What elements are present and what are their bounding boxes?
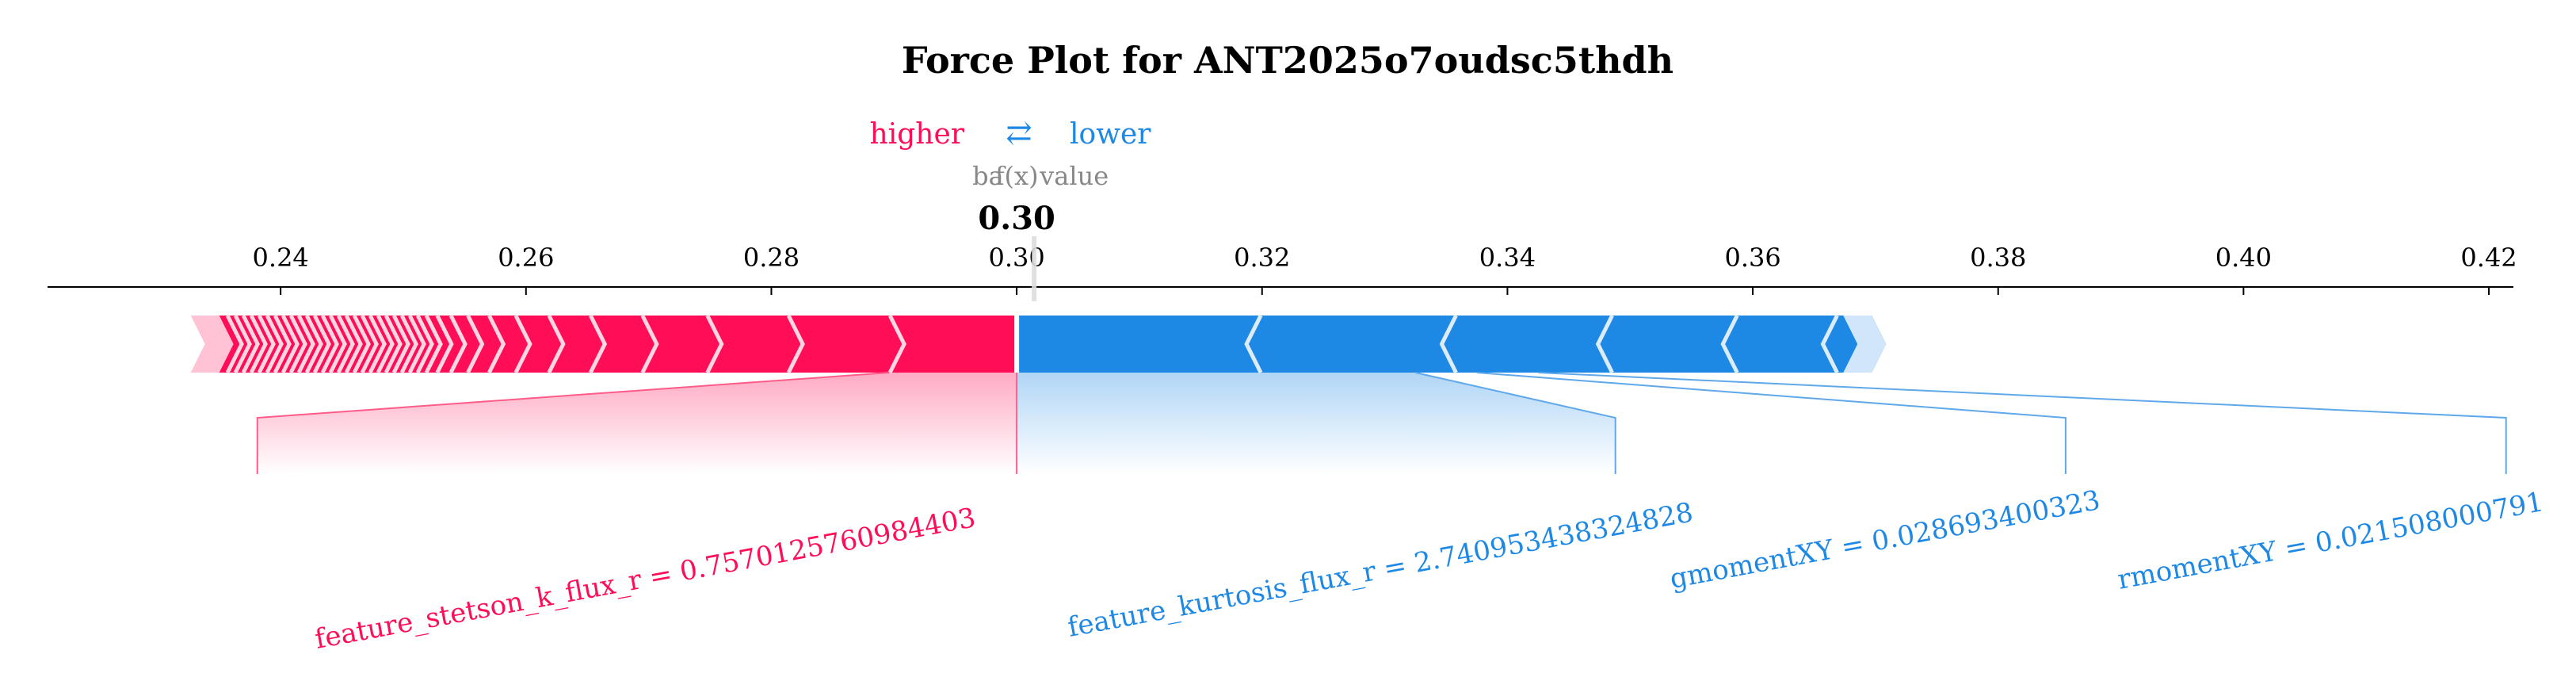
effect-chevron xyxy=(1820,314,1839,374)
x-tick-label: 0.38 xyxy=(1970,243,2026,273)
effect-chevron xyxy=(786,314,805,374)
effect-chevron xyxy=(265,314,284,374)
effect-chevron xyxy=(415,314,434,374)
x-tick-label: 0.32 xyxy=(1234,243,1290,273)
effect-chevron xyxy=(1595,314,1614,374)
effect-chevron xyxy=(435,314,454,374)
negative-bar-tail xyxy=(1843,316,1887,373)
effect-chevron xyxy=(640,314,659,374)
effect-chevron xyxy=(424,314,443,374)
feature-link xyxy=(256,372,890,474)
feature-link xyxy=(1415,372,1616,474)
effect-chevron xyxy=(304,314,323,374)
effect-chevron xyxy=(399,314,418,374)
x-tick-label: 0.28 xyxy=(743,243,800,273)
x-tick-label: 0.40 xyxy=(2215,243,2272,273)
feature-label: feature_kurtosis_flux_r = 2.740953438324… xyxy=(1065,496,1695,643)
effect-chevron xyxy=(368,314,387,374)
effect-chevron xyxy=(1244,314,1263,374)
effect-chevron xyxy=(344,314,363,374)
effect-chevron xyxy=(360,314,379,374)
effect-chevron xyxy=(273,314,292,374)
fx-label: f(x) xyxy=(995,161,1039,191)
x-tick-label: 0.24 xyxy=(253,243,309,273)
negative-effect-bar xyxy=(1017,316,1887,373)
effect-chevron xyxy=(705,314,724,374)
feature-link xyxy=(1476,372,2067,474)
effect-chevron xyxy=(487,314,506,374)
effect-chevron xyxy=(225,314,244,374)
feature-label: feature_stetson_k_flux_r = 0.75701257609… xyxy=(312,502,978,656)
effect-chevron xyxy=(352,314,371,374)
effect-chevron xyxy=(336,314,355,374)
effect-chevron xyxy=(288,314,307,374)
output-value: 0.30 xyxy=(978,200,1055,237)
x-tick-label: 0.42 xyxy=(2460,243,2517,273)
feature-label: rmomentXY = 0.021508000791 xyxy=(2115,486,2546,596)
base-value-label-mask xyxy=(1002,163,1032,192)
effect-chevron xyxy=(312,314,331,374)
effect-chevron xyxy=(466,314,485,374)
effect-chevron xyxy=(249,314,268,374)
effect-chevron xyxy=(887,314,906,374)
effect-chevron xyxy=(296,314,315,374)
legend-higher-label: higher xyxy=(870,118,965,151)
x-tick-label: 0.36 xyxy=(1724,243,1780,273)
effect-chevron xyxy=(376,314,395,374)
effect-chevron xyxy=(241,314,260,374)
effect-chevron xyxy=(257,314,276,374)
effect-chevron xyxy=(448,314,467,374)
feature-effect-fill xyxy=(1017,373,1616,474)
effect-chevron xyxy=(280,314,300,374)
positive-bar-tail xyxy=(190,316,234,373)
effect-chevron xyxy=(328,314,347,374)
base-value-label: base value xyxy=(972,161,1109,191)
effect-chevron xyxy=(1720,314,1739,374)
effect-chevron xyxy=(407,314,426,374)
effect-chevron xyxy=(1439,314,1458,374)
legend-arrows-icon: ⇄ xyxy=(1006,115,1032,151)
effect-chevron xyxy=(589,314,608,374)
chart-title: Force Plot for ANT2025o7oudsc5thdh xyxy=(902,39,1673,82)
effect-chevron xyxy=(320,314,339,374)
feature-label: gmomentXY = 0.028693400323 xyxy=(1667,484,2102,595)
feature-link xyxy=(1538,372,2507,474)
feature-effect-fill xyxy=(257,373,1017,474)
legend-lower-label: lower xyxy=(1070,118,1151,151)
effect-chevron xyxy=(391,314,410,374)
x-tick-label: 0.26 xyxy=(498,243,554,273)
effect-chevron xyxy=(547,314,566,374)
x-tick-label: 0.34 xyxy=(1479,243,1536,273)
effect-chevron xyxy=(513,314,532,374)
effect-chevron xyxy=(233,314,252,374)
effect-chevron xyxy=(384,314,403,374)
